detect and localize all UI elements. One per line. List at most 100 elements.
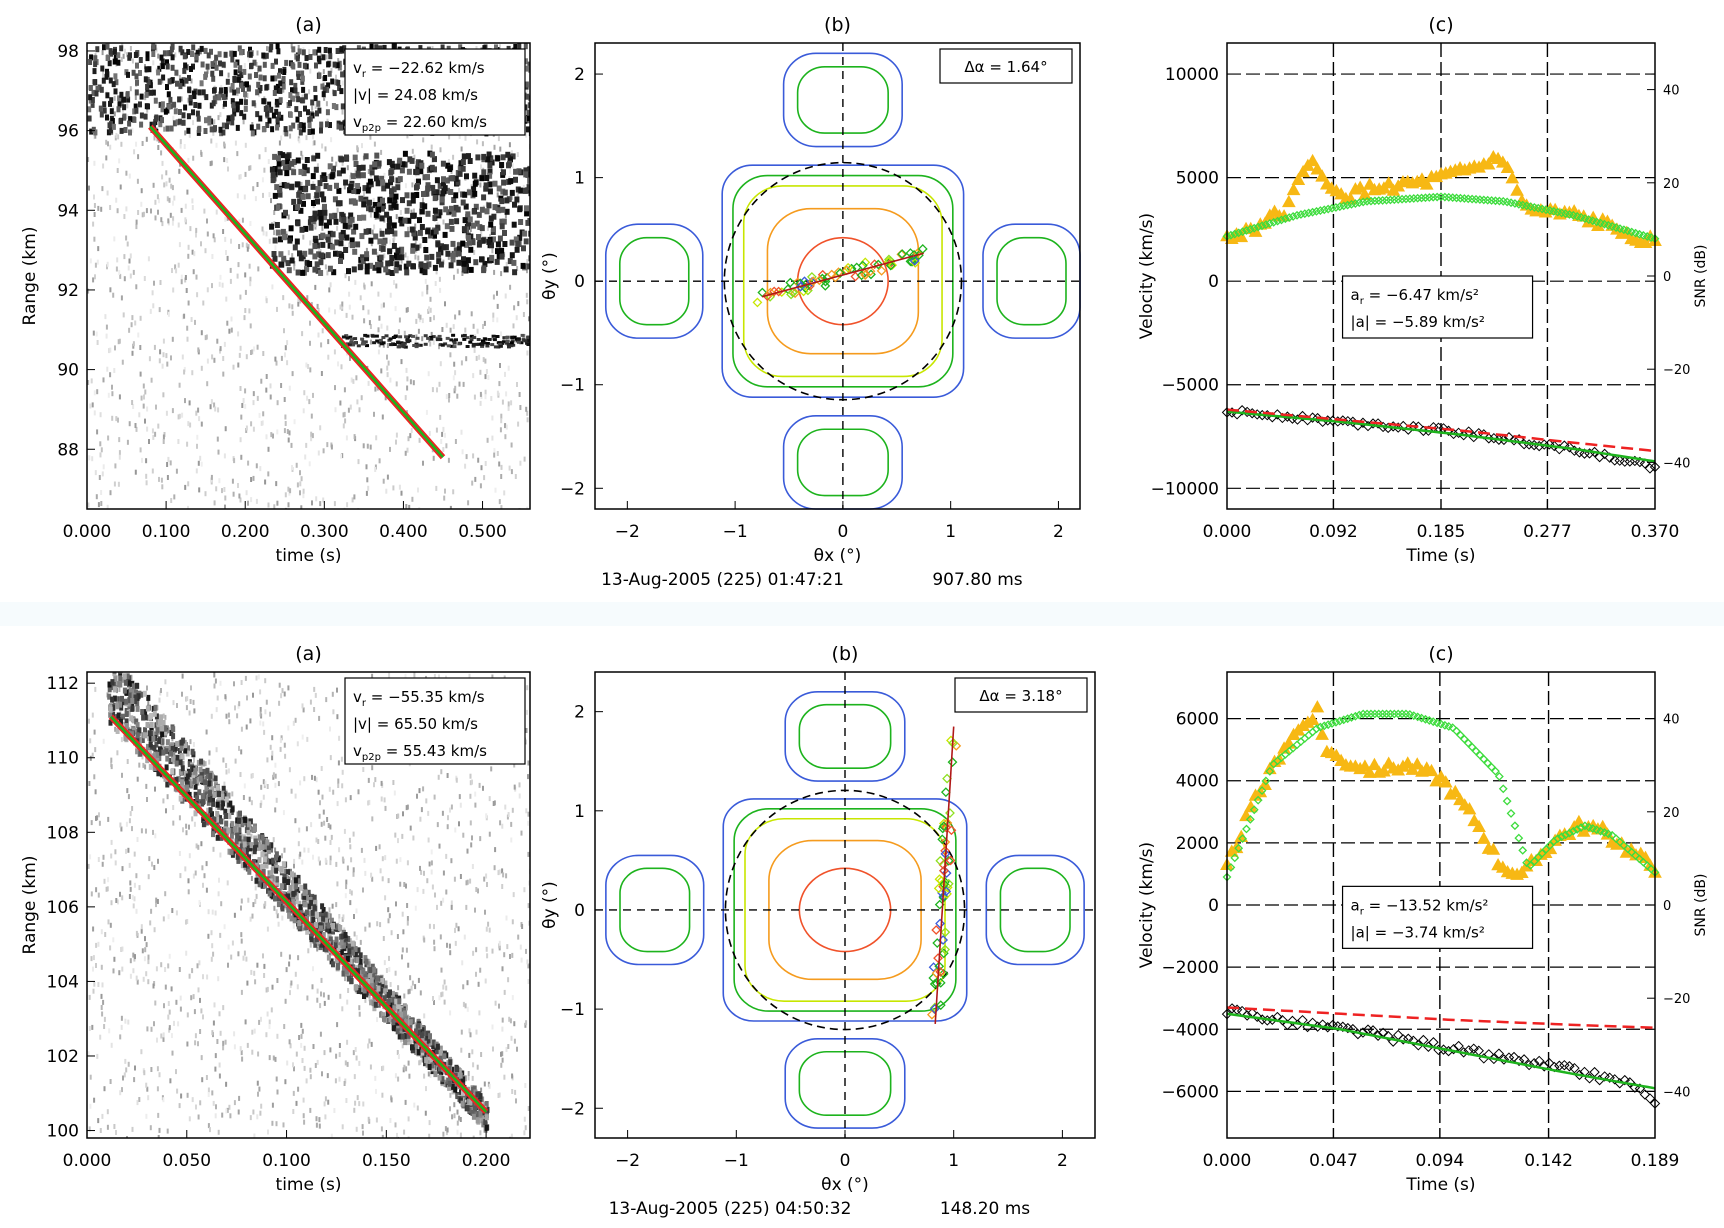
noise-speck bbox=[312, 134, 314, 140]
echo-speck bbox=[449, 344, 454, 348]
noise-speck bbox=[473, 394, 476, 400]
echo-speck bbox=[270, 177, 276, 184]
noise-speck bbox=[406, 376, 409, 382]
noise-speck bbox=[319, 501, 322, 507]
noise-speck bbox=[107, 816, 110, 822]
noise-speck bbox=[403, 882, 406, 887]
noise-speck bbox=[179, 143, 182, 149]
accel-entry-symbol: |a| bbox=[1351, 313, 1370, 331]
noise-speck bbox=[294, 971, 297, 977]
noise-speck bbox=[184, 275, 187, 280]
noise-speck bbox=[131, 1126, 134, 1132]
noise-speck bbox=[171, 268, 173, 273]
noise-speck bbox=[462, 832, 465, 838]
echo-speck bbox=[363, 340, 368, 344]
noise-speck bbox=[321, 1071, 323, 1077]
noise-speck bbox=[274, 356, 277, 362]
noise-speck bbox=[145, 473, 148, 479]
noise-speck bbox=[372, 197, 375, 203]
noise-speck bbox=[338, 1043, 341, 1048]
noise-speck bbox=[129, 86, 132, 92]
noise-speck bbox=[526, 87, 529, 93]
velocity-point bbox=[1594, 451, 1605, 463]
noise-speck bbox=[216, 338, 219, 344]
echo-speck bbox=[316, 55, 321, 62]
echo-speck bbox=[440, 190, 446, 197]
noise-speck bbox=[125, 821, 128, 827]
echo-speck bbox=[182, 67, 187, 74]
echo-speck bbox=[523, 167, 529, 174]
noise-speck bbox=[134, 469, 137, 475]
noise-speck bbox=[250, 876, 253, 881]
noise-speck bbox=[198, 900, 201, 905]
noise-speck bbox=[271, 1120, 274, 1126]
noise-speck bbox=[501, 1017, 504, 1023]
echo-speck bbox=[461, 153, 467, 160]
noise-speck bbox=[458, 381, 461, 387]
noise-speck bbox=[496, 192, 499, 198]
echo-speck bbox=[361, 340, 366, 344]
snr-fit-point bbox=[1343, 200, 1353, 210]
echo-speck bbox=[294, 238, 300, 245]
noise-speck bbox=[128, 818, 131, 824]
noise-speck bbox=[105, 139, 108, 145]
noise-speck bbox=[213, 237, 216, 243]
noise-speck bbox=[459, 1132, 462, 1138]
noise-speck bbox=[120, 947, 123, 952]
x-tick-label: 2 bbox=[1053, 522, 1064, 542]
echo-speck bbox=[335, 48, 340, 54]
noise-speck bbox=[158, 476, 160, 482]
echo-speck bbox=[217, 94, 222, 101]
noise-speck bbox=[480, 465, 483, 471]
noise-speck bbox=[445, 985, 448, 991]
noise-speck bbox=[191, 198, 194, 204]
echo-speck bbox=[489, 254, 495, 261]
noise-speck bbox=[284, 345, 287, 351]
noise-speck bbox=[274, 847, 277, 853]
noise-speck bbox=[370, 281, 373, 287]
noise-speck bbox=[119, 184, 122, 190]
noise-speck bbox=[465, 904, 468, 910]
noise-speck bbox=[515, 1098, 517, 1104]
noise-speck bbox=[336, 801, 339, 807]
echo-speck bbox=[88, 94, 93, 101]
noise-speck bbox=[244, 272, 247, 278]
noise-speck bbox=[111, 391, 114, 397]
noise-speck bbox=[312, 181, 315, 186]
noise-speck bbox=[122, 312, 125, 318]
noise-speck bbox=[87, 863, 90, 869]
noise-speck bbox=[93, 160, 96, 166]
echo-speck bbox=[438, 261, 444, 268]
noise-speck bbox=[224, 236, 227, 242]
noise-speck bbox=[371, 765, 374, 771]
noise-speck bbox=[343, 1081, 346, 1086]
echo-speck bbox=[453, 175, 459, 182]
noise-speck bbox=[527, 963, 530, 969]
noise-speck bbox=[214, 406, 217, 412]
noise-speck bbox=[475, 947, 478, 953]
y-tick-label: 10000 bbox=[1165, 65, 1219, 85]
noise-speck bbox=[251, 913, 254, 919]
track-point bbox=[786, 289, 796, 300]
echo-speck bbox=[280, 152, 286, 159]
echo-speck bbox=[321, 196, 327, 203]
noise-speck bbox=[186, 1041, 189, 1047]
noise-speck bbox=[114, 463, 117, 469]
noise-speck bbox=[406, 903, 409, 908]
noise-speck bbox=[128, 894, 131, 899]
noise-speck bbox=[518, 793, 521, 799]
echo-speck bbox=[285, 158, 291, 165]
noise-speck bbox=[313, 707, 316, 712]
noise-speck bbox=[255, 893, 258, 899]
echo-speck bbox=[405, 338, 410, 342]
noise-speck bbox=[109, 1079, 112, 1084]
echo-speck bbox=[410, 243, 416, 250]
echo-speck bbox=[148, 82, 153, 89]
noise-speck bbox=[461, 960, 464, 966]
noise-speck bbox=[354, 279, 357, 285]
noise-speck bbox=[269, 394, 272, 400]
noise-speck bbox=[407, 436, 410, 442]
echo-speck bbox=[92, 79, 97, 86]
noise-speck bbox=[449, 352, 452, 358]
noise-speck bbox=[264, 678, 267, 684]
